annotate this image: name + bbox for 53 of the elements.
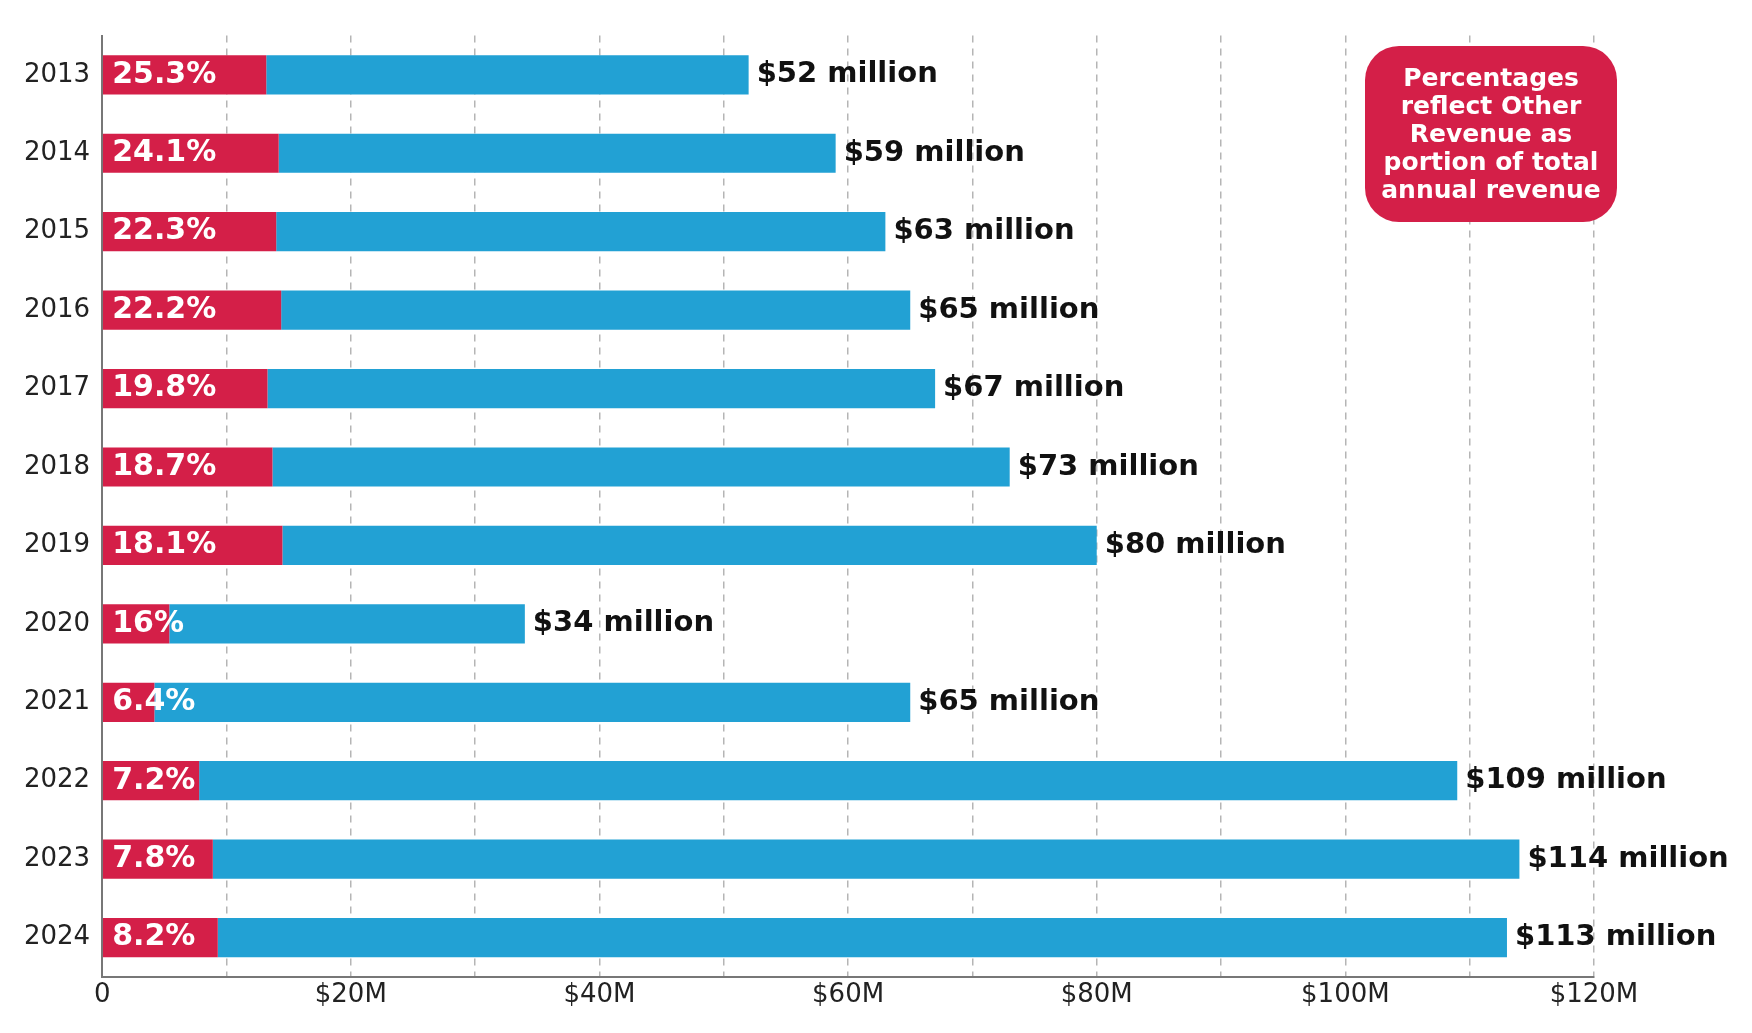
y-tick-label: 2022 bbox=[24, 763, 91, 794]
x-tick-label: 0 bbox=[93, 978, 111, 1009]
annotation: 25.3% bbox=[112, 54, 217, 90]
total-label: $73 million bbox=[1017, 447, 1199, 482]
x-tick-label: $100M bbox=[1301, 978, 1390, 1009]
y-tick-label: 2017 bbox=[24, 371, 91, 402]
annotation: 19.8% bbox=[112, 368, 217, 404]
y-tick-label: 2023 bbox=[24, 841, 91, 872]
annotation: 8.2% bbox=[112, 917, 196, 953]
annotation: 24.1% bbox=[112, 133, 217, 169]
total-label: $63 million bbox=[893, 212, 1075, 247]
y-tick-label: 2018 bbox=[24, 449, 91, 480]
annotation: 7.8% bbox=[112, 838, 196, 874]
bar bbox=[276, 212, 886, 252]
x-tick-label: $20M bbox=[314, 978, 387, 1009]
total-label: $65 million bbox=[918, 682, 1100, 717]
annotation: 18.7% bbox=[112, 446, 217, 482]
y-tick-label: 2024 bbox=[24, 920, 91, 951]
x-tick-label: $60M bbox=[812, 978, 885, 1009]
bar bbox=[199, 761, 1458, 801]
total-label: $113 million bbox=[1514, 918, 1717, 953]
y-tick-label: 2020 bbox=[24, 606, 91, 637]
y-tick-label: 2014 bbox=[24, 136, 91, 166]
bar bbox=[282, 525, 1097, 566]
y-tick-label: 2013 bbox=[24, 57, 91, 88]
annotation: 22.2% bbox=[112, 289, 217, 325]
y-tick-label: 2015 bbox=[24, 214, 91, 245]
total-label: $52 million bbox=[756, 55, 938, 90]
y-tick-label: 2016 bbox=[24, 292, 91, 323]
total-label: $114 million bbox=[1527, 839, 1729, 874]
annotation: 22.3% bbox=[112, 211, 217, 247]
bar bbox=[266, 55, 749, 95]
bar bbox=[278, 133, 836, 173]
y-tick-label: 2019 bbox=[24, 528, 91, 559]
x-tick-label: $40M bbox=[563, 978, 636, 1009]
bar bbox=[281, 290, 911, 330]
total-label: $65 million bbox=[918, 290, 1100, 325]
bar bbox=[267, 368, 936, 409]
bar bbox=[272, 447, 1010, 487]
bar bbox=[217, 917, 1507, 958]
annotation: 18.1% bbox=[112, 525, 217, 561]
total-label: $34 million bbox=[532, 604, 715, 639]
bar bbox=[212, 839, 1520, 879]
total-label: $80 million bbox=[1104, 525, 1286, 560]
annotation: 6.4% bbox=[112, 682, 196, 718]
x-tick-label: $120M bbox=[1549, 978, 1639, 1009]
y-tick-label: 2021 bbox=[24, 685, 91, 716]
total-label: $59 million bbox=[843, 133, 1025, 168]
annotation: Percentages reflect Other Revenue as portion of total annual revenue bbox=[1365, 46, 1617, 222]
x-tick-label: $80M bbox=[1060, 978, 1133, 1009]
total-label: $109 million bbox=[1465, 761, 1667, 796]
annotation: 7.2% bbox=[112, 760, 196, 796]
total-label: $67 million bbox=[943, 369, 1125, 404]
